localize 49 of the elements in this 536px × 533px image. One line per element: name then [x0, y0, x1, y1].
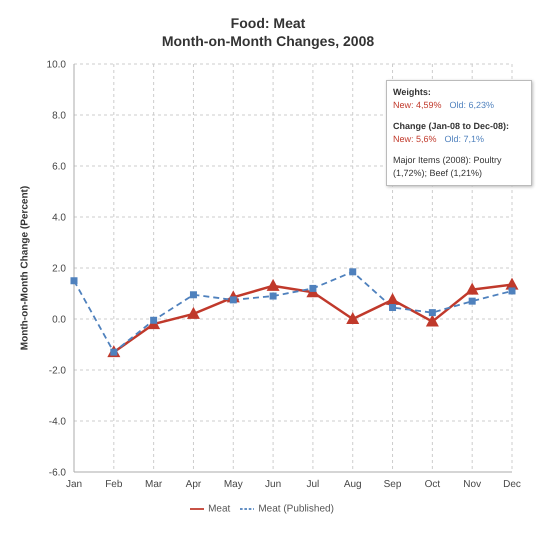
point — [389, 304, 396, 312]
annotation: Weights: — [393, 86, 432, 99]
legend-label: Meat — [208, 504, 230, 515]
point — [309, 284, 316, 292]
point — [349, 268, 356, 276]
y-tick-label: 10.0 — [46, 60, 66, 71]
x-tick-label: Apr — [186, 479, 202, 490]
point — [266, 278, 280, 291]
y-tick-label: 0.0 — [52, 314, 66, 326]
point — [190, 291, 197, 298]
x-tick-label: May — [224, 479, 243, 490]
annotation: Old: 6,23% — [450, 100, 494, 110]
point — [468, 298, 476, 305]
annotation: Change (Jan-08 to Dec-08): — [393, 120, 510, 133]
y-tick-label: 2.0 — [52, 264, 66, 275]
annotation: New: 4,59% — [393, 100, 442, 110]
y-tick-label: -6.0 — [48, 468, 66, 479]
y-tick-label: 4.0 — [52, 212, 66, 224]
x-tick-label: Nov — [463, 479, 482, 490]
annotation: Major Items (2008): Poultry (1,72%); Beef (1,21%) — [393, 154, 503, 180]
point — [346, 312, 360, 324]
y-tick-label: 8.0 — [52, 110, 66, 122]
y-tick-label: 6.0 — [52, 162, 66, 173]
point — [466, 282, 479, 295]
x-tick-label: Sep — [384, 479, 402, 490]
point — [186, 306, 200, 319]
point — [428, 309, 436, 316]
point — [508, 287, 516, 294]
legend-label: Meat (Published) — [258, 504, 334, 515]
x-tick-label: Oct — [424, 479, 440, 490]
x-tick-label: Jul — [306, 479, 320, 490]
x-tick-label: Jun — [265, 479, 282, 490]
x-tick-label: Dec — [503, 479, 521, 490]
chart-title: Food: Meat — [230, 14, 306, 32]
x-tick-label: Mar — [145, 479, 163, 490]
chart-subtitle: Month-on-Month Changes, 2008 — [160, 32, 376, 50]
x-tick-label: Aug — [344, 479, 362, 490]
point — [150, 316, 158, 324]
annotation: Old: 7,1% — [444, 134, 484, 144]
annotation: New: 5,6% — [393, 134, 437, 144]
y-tick-label: -2.0 — [48, 366, 66, 377]
point — [386, 292, 400, 305]
y-axis-title: Month-on-Month Change (Percent) — [20, 186, 31, 350]
point — [70, 277, 78, 284]
point — [426, 314, 439, 327]
point — [270, 292, 277, 300]
x-tick-label: Feb — [105, 479, 123, 490]
y-tick-label: -4.0 — [48, 416, 66, 428]
x-tick-label: Jan — [66, 479, 82, 490]
